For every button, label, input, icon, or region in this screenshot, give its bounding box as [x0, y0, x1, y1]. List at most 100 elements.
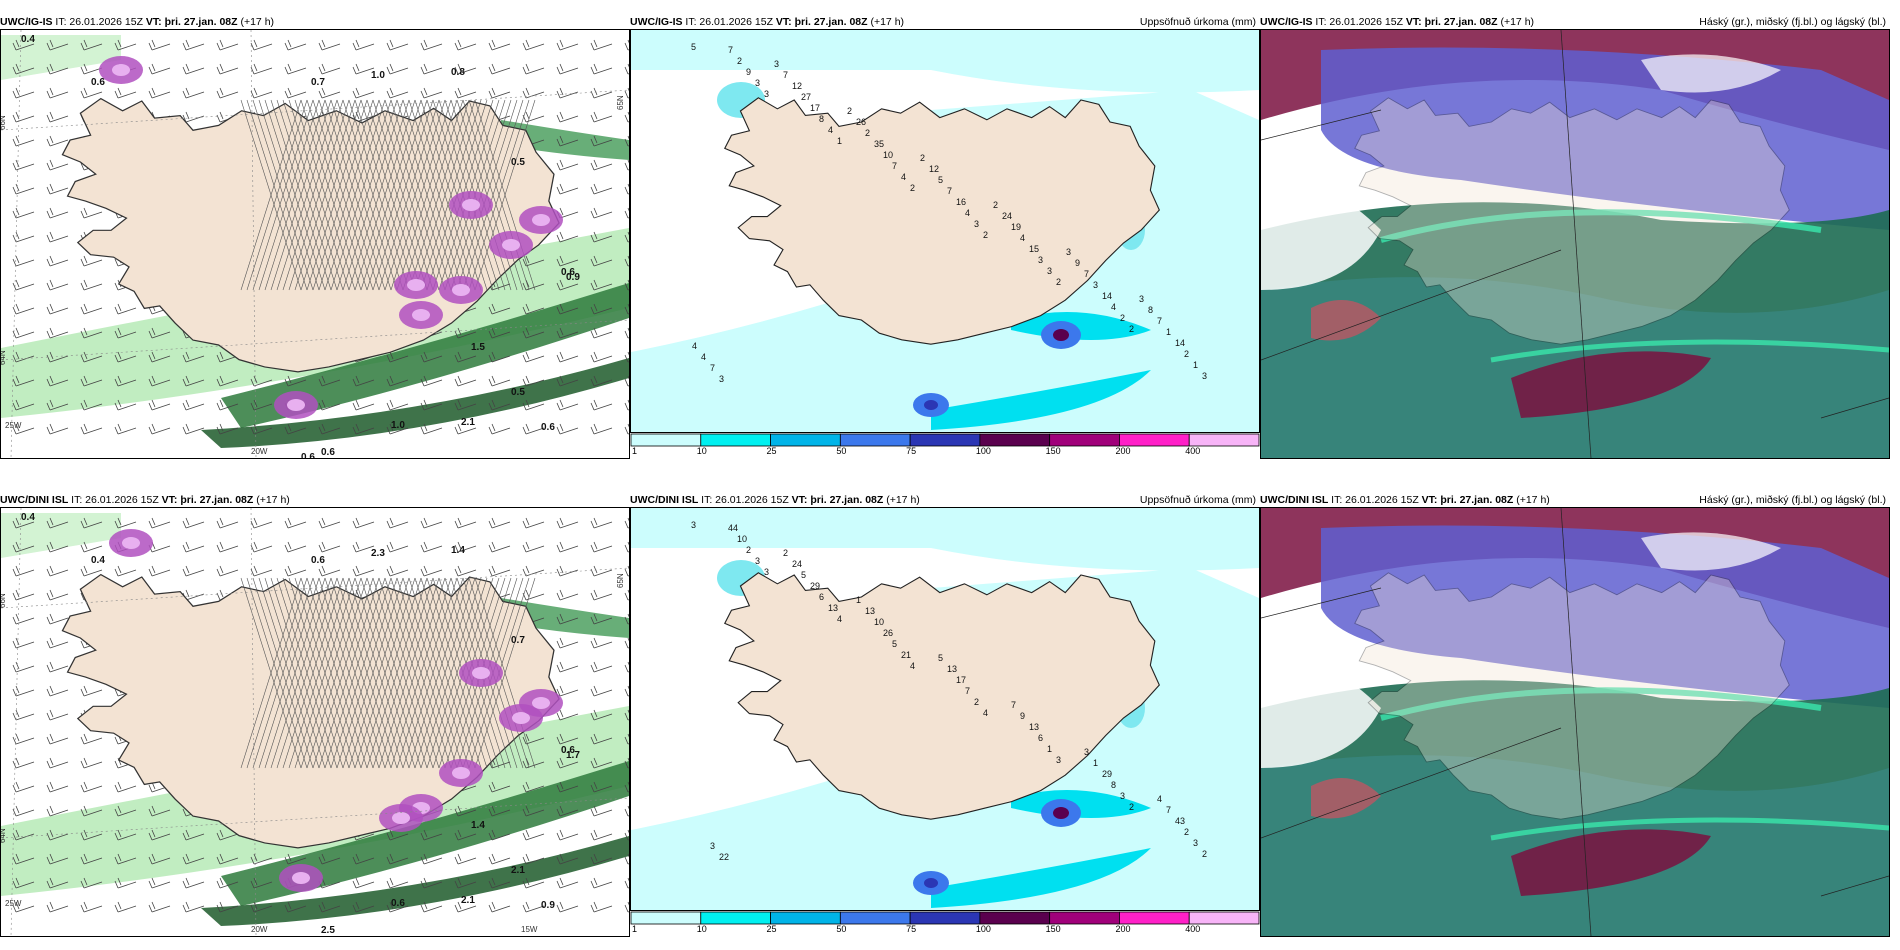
- precip-value: 2: [983, 230, 988, 240]
- map-area[interactable]: 66N 64N 65N 20W 25W 0.4 0.6 0.7 0.8 1.0 0.5 0.6 0.9 1…: [0, 29, 630, 459]
- precip-value: 7: [1084, 269, 1089, 279]
- precip-amount-label: 0.6: [91, 77, 105, 88]
- colorbar-swatch: [909, 911, 981, 925]
- precip-amount-label: 1.4: [471, 820, 485, 831]
- precip-amount-label: 2.1: [461, 417, 475, 428]
- colorbar-tick: 25: [767, 446, 777, 455]
- model-name: UWC/DINI ISL: [1260, 494, 1329, 506]
- colorbar-swatch: [839, 911, 911, 925]
- precip-value: 4: [692, 341, 697, 351]
- precip-value: 2: [783, 548, 788, 558]
- precip-amount-label: 0.5: [511, 157, 525, 168]
- precip-value: 2: [865, 128, 870, 138]
- precip-amount-label: 1.4: [451, 545, 465, 556]
- precip-value: 12: [792, 81, 802, 91]
- precip-value: 24: [1002, 211, 1012, 221]
- panel-title: UWC/IG-IS IT: 26.01.2026 15Z VT: þri. 27…: [0, 15, 630, 29]
- precip-amount-label: 0.5: [511, 387, 525, 398]
- precip-value: 12: [929, 164, 939, 174]
- map-area[interactable]: [1260, 507, 1890, 937]
- precip-value: 4: [701, 352, 706, 362]
- accumulated-precip-panel: UWC/DINI ISL IT: 26.01.2026 15Z VT: þri.…: [630, 493, 1260, 937]
- field-title: Háský (gr.), miðský (fj.bl.) og lágský (…: [1699, 494, 1886, 506]
- colorbar-swatch: [1188, 433, 1260, 447]
- precip-value: 3: [691, 520, 696, 530]
- precip-value: 26: [883, 628, 893, 638]
- precip-amount-label: 0.9: [566, 272, 580, 283]
- precip-value: 44: [728, 523, 738, 533]
- colorbar-swatch: [979, 433, 1051, 447]
- map-area[interactable]: [1260, 29, 1890, 459]
- precip-value: 26: [856, 117, 866, 127]
- precip-value: 10: [874, 617, 884, 627]
- precip-value: 3: [1093, 280, 1098, 290]
- precip-value: 2: [1184, 827, 1189, 837]
- precip-value: 7: [947, 186, 952, 196]
- colorbar-swatch: [700, 911, 771, 925]
- precip-value: 10: [737, 534, 747, 544]
- precip-value: 4: [837, 614, 842, 624]
- lat-label: 64N: [1, 828, 7, 843]
- precip-value: 3: [974, 219, 979, 229]
- wind-precip-panel: UWC/IG-IS IT: 26.01.2026 15Z VT: þri. 27…: [0, 15, 630, 459]
- precip-amount-label: 0.4: [21, 34, 35, 45]
- cloud-cover-panel: UWC/IG-IS IT: 26.01.2026 15Z VT: þri. 27…: [1260, 15, 1890, 459]
- colorbar-tick: 400: [1185, 446, 1200, 455]
- panel-title: UWC/DINI ISL IT: 26.01.2026 15Z VT: þri.…: [1260, 493, 1890, 507]
- colorbar-tick: 150: [1046, 924, 1061, 933]
- precip-value: 5: [938, 175, 943, 185]
- iceland-outline: [1354, 97, 1790, 345]
- precip-value: 14: [1175, 338, 1185, 348]
- cloud-layers: [1261, 508, 1889, 936]
- init-time: IT: 26.01.2026 15Z: [1315, 16, 1403, 28]
- precip-value: 13: [947, 664, 957, 674]
- precip-value: 4: [983, 708, 988, 718]
- colorbar-swatch: [630, 911, 702, 925]
- precip-value: 6: [819, 592, 824, 602]
- precip-value: 29: [810, 581, 820, 591]
- colorbar-swatch: [630, 433, 702, 447]
- valid-time: VT: þri. 27.jan. 08Z: [1405, 16, 1498, 28]
- precip-value: 24: [792, 559, 802, 569]
- panel-title: UWC/IG-IS IT: 26.01.2026 15Z VT: þri. 27…: [1260, 15, 1890, 29]
- precip-value: 1: [1047, 744, 1052, 754]
- graticule: [1, 508, 629, 936]
- precip-value: 3: [774, 59, 779, 69]
- precip-value: 1: [1193, 360, 1198, 370]
- precip-value: 1: [1166, 327, 1171, 337]
- precip-value: 27: [801, 92, 811, 102]
- colorbar-tick: 75: [906, 446, 916, 455]
- valid-time: VT: þri. 27.jan. 08Z: [791, 494, 884, 506]
- colorbar-swatch: [700, 433, 771, 447]
- precip-value: 5: [691, 42, 696, 52]
- precip-value: 7: [1011, 700, 1016, 710]
- colorbar-swatch: [770, 911, 841, 925]
- valid-time: VT: þri. 27.jan. 08Z: [775, 16, 868, 28]
- precip-amount-label: 0.7: [511, 635, 525, 646]
- map-area[interactable]: 5 3 1 2 2 2 2 3 3 4 4 3 3 2 1 9 8 7 4 3 4 2 2 17 10 16 15 14 14 7 27 35…: [630, 29, 1260, 433]
- precip-value: 3: [1066, 247, 1071, 257]
- colorbar-tick: 200: [1115, 446, 1130, 455]
- precip-value: 10: [883, 150, 893, 160]
- precip-annotations: 0.40.6 0.70.81.00.50.60.91.50.50.61.0 2.10…: [21, 34, 580, 458]
- precip-value: 7: [892, 161, 897, 171]
- field-title: Uppsöfnuð úrkoma (mm): [1139, 494, 1256, 506]
- precip-value: 4: [828, 125, 833, 135]
- valid-time: VT: þri. 27.jan. 08Z: [161, 494, 254, 506]
- iceland-land: [723, 97, 1160, 345]
- model-name: UWC/DINI ISL: [0, 494, 69, 506]
- precip-value: 4: [1157, 794, 1162, 804]
- precip-value: 7: [1166, 805, 1171, 815]
- colorbar-container: 1 10 25 50 75 100 150 200 400: [630, 911, 1260, 933]
- map-area[interactable]: 3 3 4 4 4 3 2 2 3 13 21 2 1 3 3 2 6 5 7 6 8 2 10 29 26 17 13 29 43 44…: [630, 507, 1260, 911]
- lat-label: 65N: [616, 95, 625, 110]
- colorbar-swatch: [1049, 433, 1120, 447]
- colorbar-swatch: [1119, 433, 1190, 447]
- init-time: IT: 26.01.2026 15Z: [71, 494, 159, 506]
- precip-annotations: 0.40.4 0.61.42.30.70.61.71.42.10.90.6 2.12…: [21, 512, 580, 936]
- precip-value: 7: [783, 70, 788, 80]
- lon-label: 15W: [521, 925, 538, 934]
- model-name: UWC/IG-IS: [630, 16, 683, 28]
- precip-value: 2: [1120, 313, 1125, 323]
- map-area[interactable]: 66N 64N 65N 20W 15W 25W 0.4 0.4 0.6 1.4 2.3 0.7 0.6 1…: [0, 507, 630, 937]
